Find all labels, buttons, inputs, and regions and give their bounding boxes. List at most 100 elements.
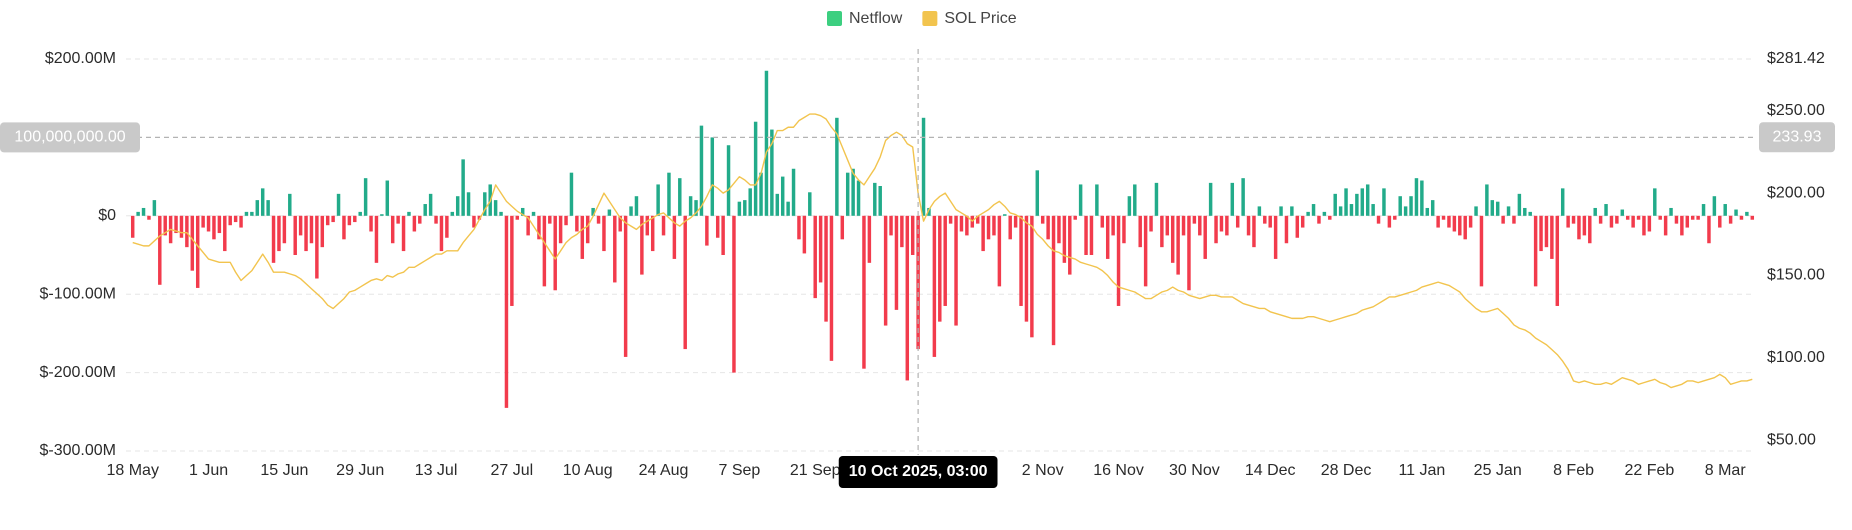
netflow-bar: [759, 172, 763, 216]
netflow-bar: [325, 215, 330, 226]
netflow-bar: [1160, 215, 1164, 248]
netflow-bar: [602, 215, 606, 252]
netflow-bar: [1235, 215, 1240, 228]
netflow-bar: [1588, 215, 1592, 244]
netflow-bar: [1555, 215, 1560, 306]
netflow-bar: [439, 215, 444, 252]
netflow-bar: [818, 215, 823, 283]
netflow-bar: [959, 215, 964, 232]
netflow-bar: [975, 215, 980, 224]
netflow-bar: [640, 215, 644, 275]
netflow-bar: [1663, 215, 1668, 236]
netflow-bar: [179, 215, 184, 238]
netflow-bar: [130, 215, 135, 238]
netflow-bar: [775, 193, 780, 216]
netflow-bar: [1582, 215, 1587, 236]
netflow-bar: [802, 215, 807, 254]
netflow-bar: [1295, 215, 1300, 238]
netflow-bar: [277, 215, 281, 252]
netflow-bar: [266, 200, 270, 216]
netflow-bar: [656, 184, 660, 216]
x-tick-label: 8 Feb: [1553, 462, 1594, 479]
netflow-bar: [1181, 215, 1186, 236]
netflow-bar: [450, 211, 455, 216]
netflow-bar: [992, 215, 996, 236]
netflow-bar: [1068, 215, 1072, 275]
netflow-bar: [688, 196, 693, 216]
netflow-bar: [1550, 215, 1554, 259]
netflow-bar: [537, 215, 541, 240]
netflow-bar: [1046, 215, 1050, 240]
netflow-bar: [1447, 215, 1451, 228]
netflow-bar: [1111, 215, 1115, 236]
netflow-bar: [260, 188, 265, 216]
netflow-bar: [136, 211, 140, 216]
netflow-bar: [1468, 215, 1473, 228]
netflow-bar: [244, 211, 249, 216]
netflow-bar: [347, 215, 352, 226]
netflow-bar: [271, 215, 276, 263]
netflow-bar: [845, 172, 850, 216]
netflow-bar: [504, 215, 509, 408]
x-tick-label: 14 Dec: [1245, 462, 1296, 479]
netflow-bar: [1485, 184, 1489, 216]
netflow-bar: [1003, 214, 1007, 216]
crosshair-x-label: 10 Oct 2025, 03:00: [849, 463, 988, 480]
netflow-bar: [623, 215, 628, 357]
netflow-bar: [1642, 215, 1646, 236]
netflow-bar: [1273, 215, 1278, 259]
netflow-bar: [1430, 200, 1435, 216]
netflow-bar: [158, 215, 162, 285]
netflow-bar: [1084, 215, 1088, 255]
netflow-bar: [954, 215, 958, 326]
netflow-bar: [981, 215, 985, 252]
netflow-bar: [174, 215, 178, 234]
netflow-bar: [564, 215, 568, 226]
netflow-bar: [1674, 215, 1679, 224]
netflow-bar: [1133, 184, 1137, 216]
netflow-bar: [1387, 215, 1392, 228]
netflow-bar: [894, 215, 899, 310]
netflow-bar: [320, 215, 325, 248]
x-tick-label: 7 Sep: [718, 462, 760, 479]
netflow-bar: [661, 215, 666, 236]
netflow-bar: [1620, 209, 1625, 216]
x-tick-label: 8 Mar: [1705, 462, 1747, 479]
netflow-bar: [217, 215, 222, 234]
netflow-bar: [813, 215, 817, 299]
netflow-bar: [780, 176, 785, 216]
netflow-bar: [1403, 206, 1408, 216]
netflow-bar: [1219, 215, 1224, 232]
netflow-bar: [1322, 211, 1327, 216]
netflow-bar: [1192, 215, 1197, 224]
netflow-bar: [293, 215, 297, 255]
netflow-bar: [412, 215, 417, 232]
netflow-bar: [483, 192, 487, 216]
netflow-bar: [748, 188, 752, 216]
netflow-bar: [1241, 178, 1245, 216]
x-tick-label: 25 Jan: [1474, 462, 1522, 479]
netflow-bar: [1669, 207, 1673, 216]
netflow-bar: [905, 215, 910, 381]
netflow-bar: [1728, 215, 1733, 224]
netflow-bar: [428, 193, 433, 216]
netflow-bar: [867, 215, 872, 263]
x-tick-label: 29 Jun: [336, 462, 384, 479]
netflow-bar: [645, 215, 650, 236]
netflow-bar: [1658, 215, 1662, 220]
netflow-bar: [499, 211, 503, 216]
crosshair-y-label: 100,000,000.00: [14, 129, 125, 146]
netflow-bar: [385, 180, 390, 216]
netflow-bar: [1533, 215, 1538, 287]
netflow-bar: [1105, 215, 1110, 259]
netflow-bar: [1349, 204, 1354, 216]
netflow-bar: [1062, 215, 1067, 263]
netflow-bar: [1333, 193, 1337, 216]
netflow-bar: [152, 200, 157, 216]
netflow-bar: [1718, 215, 1722, 228]
netflow-bar: [683, 215, 687, 350]
netflow-bar: [396, 215, 400, 224]
netflow-bar: [1647, 215, 1652, 232]
netflow-bar: [1030, 215, 1034, 338]
x-tick-label: 10 Aug: [563, 462, 613, 479]
